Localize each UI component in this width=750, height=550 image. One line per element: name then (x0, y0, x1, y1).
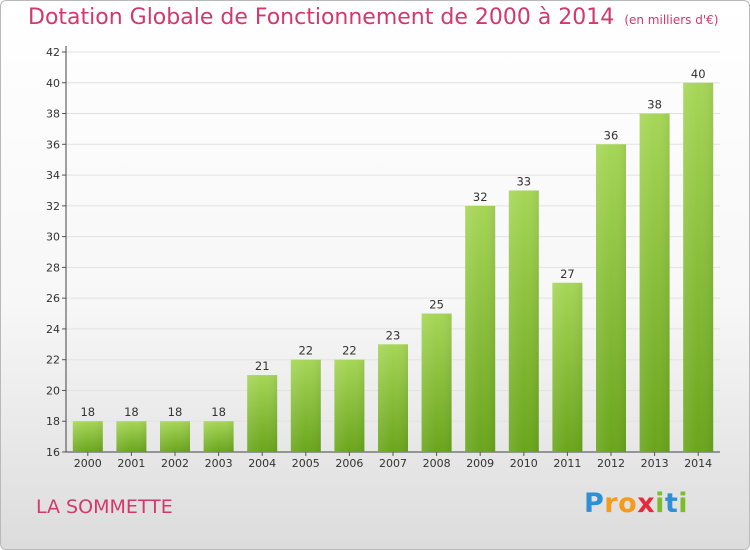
y-tick-label-40: 40 (46, 77, 60, 90)
y-tick-label-36: 36 (46, 138, 60, 151)
bar-value-label-2011: 27 (560, 267, 575, 281)
x-tick-label-2000: 2000 (74, 457, 102, 470)
bar-value-label-2013: 38 (647, 98, 662, 112)
bar-shade-2010 (508, 190, 539, 452)
bar-value-label-2009: 32 (473, 190, 488, 204)
unit-note: (en milliers d'€) (624, 13, 719, 27)
bar-value-label-2001: 18 (124, 405, 139, 419)
x-tick-label-2011: 2011 (553, 457, 581, 470)
x-tick-label-2002: 2002 (161, 457, 189, 470)
chart-title: Dotation Globale de Fonctionnement de 20… (28, 5, 718, 30)
bar-value-label-2014: 40 (691, 67, 706, 81)
bar-value-label-2004: 21 (255, 359, 270, 373)
logo-letter: i (678, 488, 689, 519)
bar-value-label-2012: 36 (604, 128, 619, 142)
logo-letter: o (618, 488, 638, 519)
bar-value-label-2003: 18 (211, 405, 226, 419)
logo-letter: x (637, 488, 656, 519)
logo-letter: t (664, 488, 679, 519)
commune-name: LA SOMMETTE (36, 496, 173, 518)
bar-shade-2006 (334, 359, 365, 452)
x-tick-label-2007: 2007 (379, 457, 407, 470)
x-tick-label-2003: 2003 (205, 457, 233, 470)
x-tick-label-2006: 2006 (335, 457, 363, 470)
y-tick-label-16: 16 (46, 446, 60, 459)
x-tick-label-2009: 2009 (466, 457, 494, 470)
x-tick-label-2001: 2001 (117, 457, 145, 470)
y-tick-label-30: 30 (46, 231, 60, 244)
x-tick-label-2013: 2013 (641, 457, 669, 470)
x-tick-label-2014: 2014 (684, 457, 712, 470)
bar-shade-2007 (378, 344, 408, 452)
y-tick-label-24: 24 (46, 323, 60, 336)
bar-shade-2004 (247, 375, 278, 452)
bar-shade-2009 (465, 205, 496, 452)
bar-shade-2001 (116, 421, 147, 452)
bar-value-label-2005: 22 (298, 344, 313, 358)
logo-letter: P (584, 488, 605, 519)
x-tick-label-2004: 2004 (248, 457, 276, 470)
y-tick-label-18: 18 (46, 415, 60, 428)
x-tick-label-2005: 2005 (292, 457, 320, 470)
bar-shade-2013 (639, 113, 670, 453)
bar-value-label-2006: 22 (342, 344, 357, 358)
axis-layer: 16 18 20 22 24 26 28 30 32 34 36 38 40 42 2000 2001 2002… (46, 46, 720, 470)
y-tick-label-32: 32 (46, 200, 60, 213)
bar-shade-2000 (72, 421, 103, 452)
logo-letter: r (604, 488, 619, 519)
bar-shade-2002 (160, 421, 190, 452)
bar-shade-2011 (552, 282, 583, 452)
y-tick-label-42: 42 (46, 46, 60, 59)
bar-shade-2014 (683, 82, 714, 453)
x-tick-label-2012: 2012 (597, 457, 625, 470)
bar-shade-2005 (290, 359, 321, 452)
y-tick-label-34: 34 (46, 169, 60, 182)
bar-value-label-2008: 25 (429, 298, 444, 312)
proxiti-logo: Proxiti (584, 488, 688, 519)
x-tick-label-2010: 2010 (510, 457, 538, 470)
bar-value-label-2010: 33 (516, 174, 531, 188)
logo-letter: i (655, 488, 665, 519)
x-tick-label-2008: 2008 (423, 457, 451, 470)
bar-value-label-2007: 23 (386, 328, 401, 342)
bar-value-label-2002: 18 (168, 405, 183, 419)
bar-value-label-2000: 18 (80, 405, 95, 419)
bar-shade-2008 (421, 313, 452, 452)
bar-shade-2012 (596, 144, 626, 453)
chart-title-text: Dotation Globale de Fonctionnement de 20… (28, 5, 615, 30)
bar-shade-2003 (203, 421, 234, 452)
bar-layer: 18 18 18 18 21 22 22 23 25 32 33 27 36 38 40 (72, 67, 714, 453)
y-tick-label-38: 38 (46, 108, 60, 121)
y-tick-label-26: 26 (46, 292, 60, 305)
y-tick-label-22: 22 (46, 354, 60, 367)
y-tick-label-28: 28 (46, 261, 60, 274)
y-tick-label-20: 20 (46, 384, 60, 397)
